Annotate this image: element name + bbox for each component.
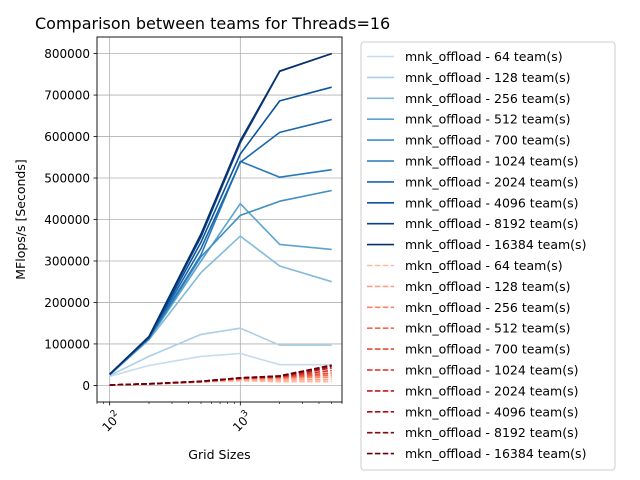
- y-tick-label: 100000: [44, 337, 90, 351]
- y-tick-label: 0: [82, 379, 90, 393]
- y-tick-label: 800000: [44, 47, 90, 61]
- x-axis-label: Grid Sizes: [188, 447, 250, 462]
- series-line: [109, 367, 332, 386]
- legend-entry-label: mkn_offload - 2024 team(s): [405, 383, 579, 398]
- series-lines: [109, 52, 332, 386]
- legend-entry-label: mnk_offload - 1024 team(s): [405, 154, 579, 169]
- legend-entry-label: mnk_offload - 512 team(s): [405, 112, 571, 127]
- legend-entry-label: mkn_offload - 1024 team(s): [405, 363, 579, 378]
- legend-entry-label: mkn_offload - 700 team(s): [405, 342, 571, 357]
- legend-entry-label: mnk_offload - 700 team(s): [405, 133, 571, 148]
- legend-entry-label: mnk_offload - 8192 team(s): [405, 216, 579, 231]
- series-line: [109, 189, 332, 376]
- series-line: [109, 352, 332, 378]
- legend-entry-label: mkn_offload - 256 team(s): [405, 300, 571, 315]
- legend-entry-label: mkn_offload - 16384 team(s): [405, 446, 586, 461]
- series-line: [109, 52, 332, 375]
- series-line: [109, 369, 332, 386]
- legend-entry-label: mnk_offload - 256 team(s): [405, 91, 571, 106]
- x-tick-label: 103: [229, 408, 255, 434]
- legend-entry-label: mnk_offload - 64 team(s): [405, 49, 563, 64]
- grid-lines: [97, 37, 342, 402]
- series-line: [109, 364, 332, 386]
- series-line: [109, 327, 332, 377]
- y-tick-label: 200000: [44, 296, 90, 310]
- y-tick-label: 500000: [44, 172, 90, 186]
- legend-entry-label: mnk_offload - 4096 team(s): [405, 195, 579, 210]
- legend-entry-label: mkn_offload - 8192 team(s): [405, 425, 579, 440]
- series-line: [109, 52, 332, 375]
- y-axis-label: MFlops/s [Seconds]: [13, 159, 28, 280]
- legend-entry-label: mkn_offload - 512 team(s): [405, 321, 571, 336]
- chart-title: Comparison between teams for Threads=16: [35, 14, 390, 33]
- legend: mnk_offload - 64 team(s) mnk_offload - 12…: [360, 41, 616, 471]
- y-tick-label: 300000: [44, 254, 90, 268]
- legend-entry-label: mnk_offload - 16384 team(s): [405, 237, 586, 252]
- legend-entry-label: mkn_offload - 4096 team(s): [405, 404, 579, 419]
- legend-entry-label: mkn_offload - 128 team(s): [405, 279, 571, 294]
- legend-entry-label: mkn_offload - 64 team(s): [405, 258, 563, 273]
- y-tick-label: 400000: [44, 213, 90, 227]
- y-tick-label: 600000: [44, 130, 90, 144]
- y-tick-label: 700000: [44, 89, 90, 103]
- legend-frame: [360, 41, 616, 471]
- legend-entry-label: mnk_offload - 128 team(s): [405, 70, 571, 85]
- axis-ticks: 0 100000 200000 300000 400000 500000 600000 700…: [44, 47, 343, 435]
- series-line: [109, 202, 332, 376]
- legend-entry-label: mnk_offload - 2024 team(s): [405, 174, 579, 189]
- x-tick-label: 102: [98, 408, 124, 434]
